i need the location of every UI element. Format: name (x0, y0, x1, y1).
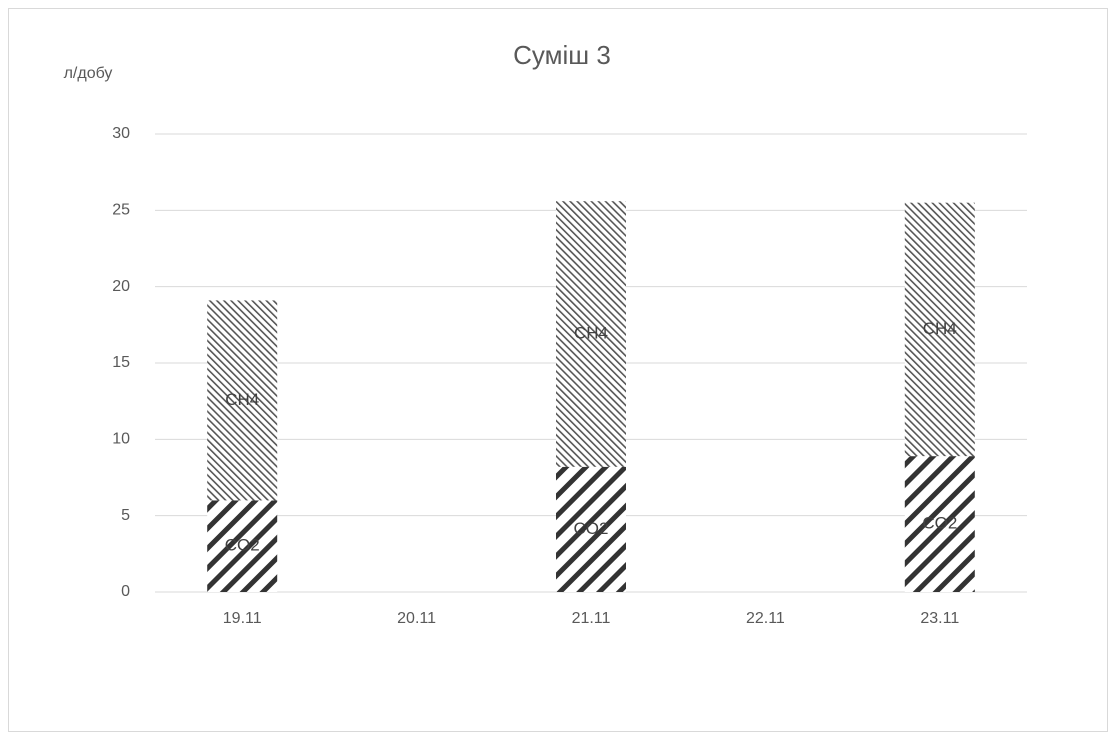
data-label: CH4 (923, 319, 957, 338)
y-tick-label: 0 (121, 583, 130, 600)
x-tick-label: 19.11 (223, 610, 262, 627)
data-label: CH4 (574, 323, 608, 342)
x-tick-label: 23.11 (920, 610, 959, 627)
bar-segment (207, 300, 278, 501)
y-tick-label: 25 (112, 202, 130, 219)
bar-segment (904, 456, 975, 592)
bar-segment (904, 202, 975, 457)
y-axis-label: л/добу (64, 65, 113, 82)
x-tick-label: 21.11 (572, 610, 611, 627)
bar-segment (207, 500, 278, 592)
x-tick-label: 22.11 (746, 610, 785, 627)
y-tick-label: 5 (121, 507, 130, 524)
y-tick-label: 10 (112, 431, 130, 448)
data-label: CH4 (225, 390, 259, 409)
y-tick-label: 15 (112, 354, 130, 371)
bar-segment (556, 466, 626, 592)
y-tick-label: 30 (112, 125, 130, 142)
chart-title: Суміш 3 (513, 40, 611, 70)
data-label: CO2 (922, 514, 957, 533)
data-label: CO2 (225, 536, 260, 555)
data-label: CO2 (574, 519, 609, 538)
bar-segment (556, 201, 626, 467)
x-tick-label: 20.11 (397, 610, 436, 627)
y-tick-label: 20 (112, 278, 130, 295)
